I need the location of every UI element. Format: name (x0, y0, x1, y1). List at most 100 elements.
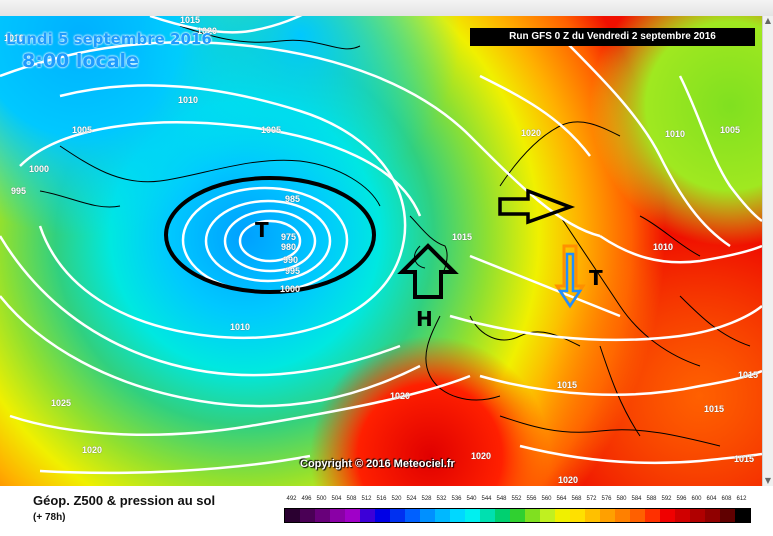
forecast-hour: (+ 78h) (33, 512, 66, 523)
colorbar-swatch (375, 509, 390, 522)
colorbar-value-label: 524 (406, 496, 417, 502)
legend-panel: Géop. Z500 & pression au sol (+ 78h) 492… (0, 486, 773, 536)
colorbar-value-label: 560 (541, 496, 552, 502)
high-pressure-label: H (416, 307, 433, 331)
colorbar-value-label: 580 (616, 496, 627, 502)
isobar-label: 1020 (82, 445, 103, 455)
isobar-label: 1000 (280, 284, 301, 294)
isobar-label: 1015 (452, 232, 473, 242)
isobar-label: 1010 (4, 33, 25, 43)
vertical-scrollbar[interactable]: ▲ ▼ (762, 16, 773, 486)
eastward-arrow (498, 188, 576, 225)
isobar-label: 1020 (558, 475, 579, 485)
colorbar-swatch (420, 509, 435, 522)
forecast-time: 8:00 locale (22, 50, 139, 72)
colorbar-swatch (330, 509, 345, 522)
colorbar-swatch (360, 509, 375, 522)
colorbar-value-label: 504 (331, 496, 342, 502)
colorbar-swatch (345, 509, 360, 522)
colorbar-swatch (585, 509, 600, 522)
colorbar-value-label: 516 (376, 496, 387, 502)
colorbar-swatch (435, 509, 450, 522)
colorbar-value-label: 520 (391, 496, 402, 502)
colorbar-swatch (315, 509, 330, 522)
weather-map: T H T 1015 1020 1010 1005 1000 995 1010 … (0, 16, 762, 486)
scroll-down-icon[interactable]: ▼ (764, 476, 772, 485)
colorbar-labels: 492 496 500 504 508 512 516 520 524 528 532 536 540 5… (284, 496, 751, 506)
isobar-label: 1015 (557, 380, 578, 390)
colorbar-swatch (660, 509, 675, 522)
colorbar-swatch (480, 509, 495, 522)
colorbar-swatch (525, 509, 540, 522)
colorbar-value-label: 596 (676, 496, 687, 502)
southward-arrow (557, 252, 583, 309)
isobar-label: 1010 (665, 129, 686, 139)
colorbar-value-label: 544 (481, 496, 492, 502)
isobar-label: 990 (283, 255, 299, 265)
scroll-up-icon[interactable]: ▲ (764, 16, 772, 25)
colorbar-swatch (600, 509, 615, 522)
colorbar-value-label: 512 (361, 496, 372, 502)
colorbar-value-label: 584 (631, 496, 642, 502)
colorbar-value-label: 572 (586, 496, 597, 502)
colorbar-swatch (495, 509, 510, 522)
isobar-label: 1005 (72, 125, 93, 135)
colorbar-value-label: 492 (286, 496, 297, 502)
isobar-label: 1005 (720, 125, 741, 135)
isobar-label: 975 (281, 232, 297, 242)
colorbar-value-label: 536 (451, 496, 462, 502)
low-highlight-ellipse (164, 176, 376, 294)
colorbar-swatch (405, 509, 420, 522)
map-background (0, 16, 762, 486)
colorbar-swatch (735, 509, 750, 522)
colorbar-value-label: 608 (721, 496, 732, 502)
colorbar-value-label: 540 (466, 496, 477, 502)
isobar-label: 1015 (734, 454, 755, 464)
high-pressure-arrow (397, 243, 459, 299)
colorbar-swatch (465, 509, 480, 522)
colorbar-value-label: 500 (316, 496, 327, 502)
forecast-date: Lundi 5 septembre 2016 (6, 30, 212, 48)
colorbar-swatch (450, 509, 465, 522)
isobar-label: 1015 (704, 404, 725, 414)
colorbar-value-label: 564 (556, 496, 567, 502)
colorbar-swatch (540, 509, 555, 522)
colorbar-swatch (675, 509, 690, 522)
colorbar-value-label: 604 (706, 496, 717, 502)
colorbar-value-label: 496 (301, 496, 312, 502)
colorbar-swatch (720, 509, 735, 522)
isobar-label: 1000 (29, 164, 50, 174)
colorbar-value-label: 612 (736, 496, 747, 502)
colorbar-value-label: 552 (511, 496, 522, 502)
isobar-label: 995 (285, 266, 301, 276)
isobar-label: 1015 (738, 370, 759, 380)
europe-low-label: T (589, 266, 603, 290)
isobar-label: 1020 (521, 128, 542, 138)
colorbar-swatch (690, 509, 705, 522)
isobar-label: 1010 (230, 322, 251, 332)
isobar-label: 1020 (471, 451, 492, 461)
model-run-banner: Run GFS 0 Z du Vendredi 2 septembre 2016 (470, 28, 755, 46)
isobar-label: 1015 (180, 16, 201, 25)
colorbar-swatch (390, 509, 405, 522)
isobar-label: 1010 (653, 242, 674, 252)
isobar-label: 1020 (390, 391, 411, 401)
colorbar-swatch (555, 509, 570, 522)
product-title: Géop. Z500 & pression au sol (33, 493, 216, 508)
isobar-label: 980 (281, 242, 297, 252)
colorbar-value-label: 588 (646, 496, 657, 502)
colorbar-value-label: 528 (421, 496, 432, 502)
colorbar-value-label: 576 (601, 496, 612, 502)
colorbar-swatch (705, 509, 720, 522)
colorbar-value-label: 592 (661, 496, 672, 502)
colorbar-value-label: 568 (571, 496, 582, 502)
colorbar-swatch (570, 509, 585, 522)
colorbar-value-label: 508 (346, 496, 357, 502)
colorbar-value-label: 556 (526, 496, 537, 502)
isobar-label: 1020 (197, 26, 218, 36)
colorbar (284, 508, 751, 523)
colorbar-value-label: 548 (496, 496, 507, 502)
colorbar-value-label: 532 (436, 496, 447, 502)
colorbar-value-label: 600 (691, 496, 702, 502)
isobar-label: 985 (285, 194, 301, 204)
